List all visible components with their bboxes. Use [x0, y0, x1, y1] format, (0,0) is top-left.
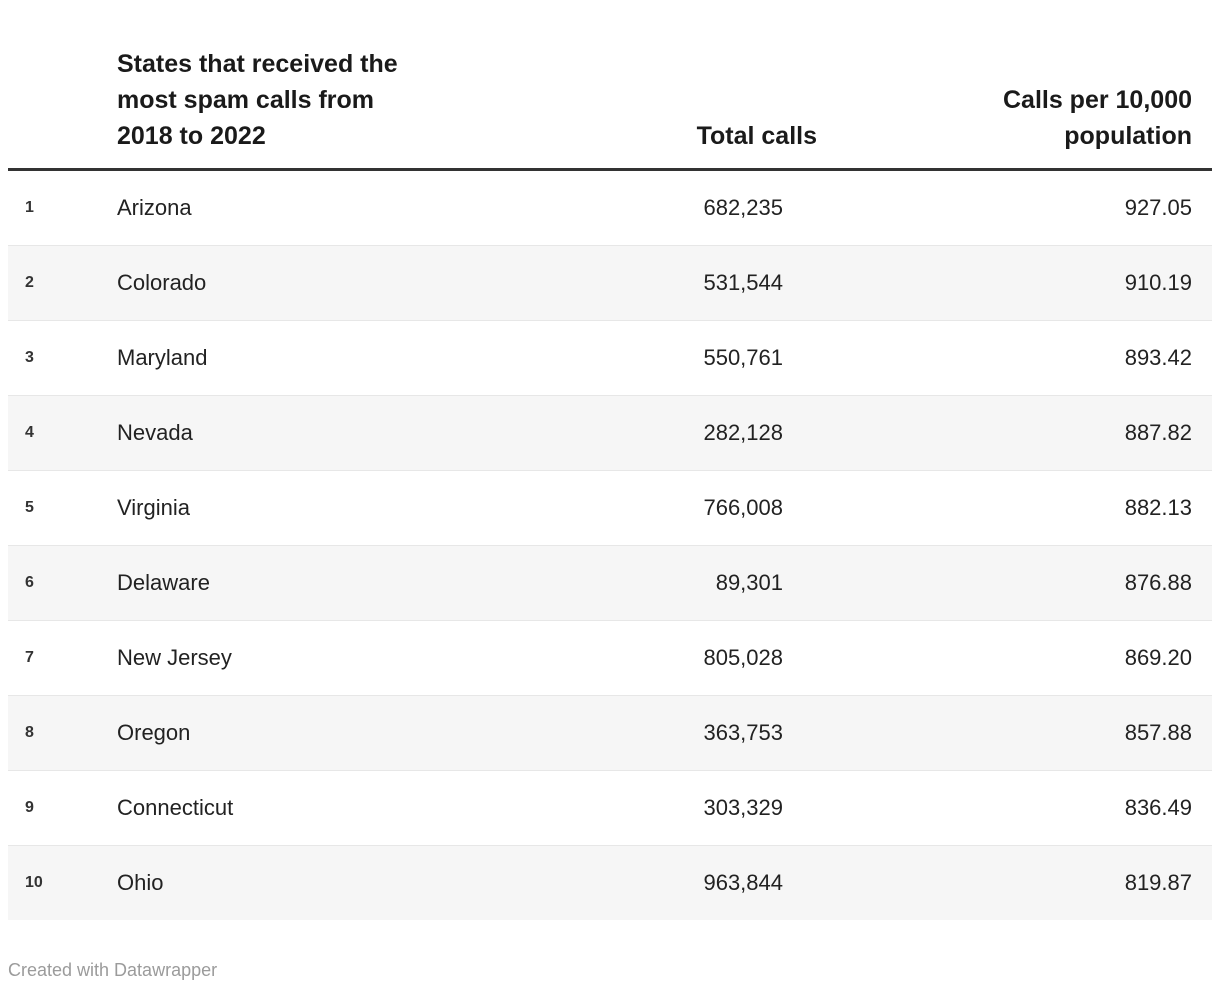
rank-cell: 2: [8, 245, 109, 321]
total-calls-cell: 363,753: [564, 695, 823, 771]
state-cell: Arizona: [117, 195, 192, 220]
table-row: 6 Delaware 89,301 876.88: [8, 545, 1212, 621]
table-row: 4 Nevada 282,128 887.82: [8, 395, 1212, 471]
rank-cell: 1: [25, 199, 34, 216]
table-row: 10 Ohio 963,844 819.87: [8, 845, 1212, 920]
datawrapper-attribution-link[interactable]: Created with Datawrapper: [8, 960, 218, 980]
rank-column-header: [8, 0, 109, 171]
rank-cell: 8: [8, 695, 109, 771]
rank-cell: 4: [8, 395, 109, 471]
state-cell: Ohio: [109, 845, 564, 920]
total-calls-cell: 282,128: [564, 395, 823, 471]
state-cell: Connecticut: [109, 770, 564, 846]
total-calls-cell: 550,761: [564, 320, 823, 396]
spam-calls-table: States that received the most spam calls…: [8, 0, 1212, 920]
total-calls-cell: 805,028: [564, 620, 823, 696]
per-capita-cell: 876.88: [823, 545, 1212, 621]
table-header: States that received the most spam calls…: [8, 0, 1212, 171]
per-capita-cell: 927.05: [1124, 195, 1192, 220]
total-calls-header: Total calls: [564, 0, 823, 171]
total-calls-cell: 303,329: [564, 770, 823, 846]
table-row: 1 Arizona 682,235 927.05: [8, 170, 1212, 246]
per-capita-cell: 887.82: [823, 395, 1212, 471]
table-row: 8 Oregon 363,753 857.88: [8, 695, 1212, 771]
per-capita-header: Calls per 10,000 population: [823, 0, 1212, 171]
rank-cell: 6: [8, 545, 109, 621]
state-cell: Nevada: [109, 395, 564, 471]
state-cell: Colorado: [109, 245, 564, 321]
total-calls-cell: 963,844: [564, 845, 823, 920]
table-row: 7 New Jersey 805,028 869.20: [8, 620, 1212, 696]
total-calls-cell: 89,301: [564, 545, 823, 621]
table-title: States that received the most spam calls…: [109, 0, 564, 171]
per-capita-cell: 869.20: [823, 620, 1212, 696]
table-row: 3 Maryland 550,761 893.42: [8, 320, 1212, 396]
state-cell: Oregon: [109, 695, 564, 771]
rank-cell: 10: [8, 845, 109, 920]
state-cell: Virginia: [109, 470, 564, 546]
per-capita-cell: 893.42: [823, 320, 1212, 396]
per-capita-cell: 882.13: [823, 470, 1212, 546]
per-capita-cell: 819.87: [823, 845, 1212, 920]
total-calls-cell: 766,008: [564, 470, 823, 546]
per-capita-cell: 836.49: [823, 770, 1212, 846]
rank-cell: 5: [8, 470, 109, 546]
table-row: 2 Colorado 531,544 910.19: [8, 245, 1212, 321]
rank-cell: 3: [8, 320, 109, 396]
table-footer: Created with Datawrapper: [8, 960, 1212, 981]
rank-cell: 7: [8, 620, 109, 696]
table-body: 1 Arizona 682,235 927.05 2 Colorado 531,544 910…: [8, 170, 1212, 920]
table-row: 5 Virginia 766,008 882.13: [8, 470, 1212, 546]
total-calls-cell: 531,544: [564, 245, 823, 321]
rank-cell: 9: [8, 770, 109, 846]
per-capita-cell: 910.19: [823, 245, 1212, 321]
state-cell: Delaware: [109, 545, 564, 621]
state-cell: Maryland: [109, 320, 564, 396]
total-calls-cell: 682,235: [703, 195, 783, 220]
state-cell: New Jersey: [109, 620, 564, 696]
per-capita-cell: 857.88: [823, 695, 1212, 771]
table-row: 9 Connecticut 303,329 836.49: [8, 770, 1212, 846]
header-row: States that received the most spam calls…: [8, 0, 1212, 171]
